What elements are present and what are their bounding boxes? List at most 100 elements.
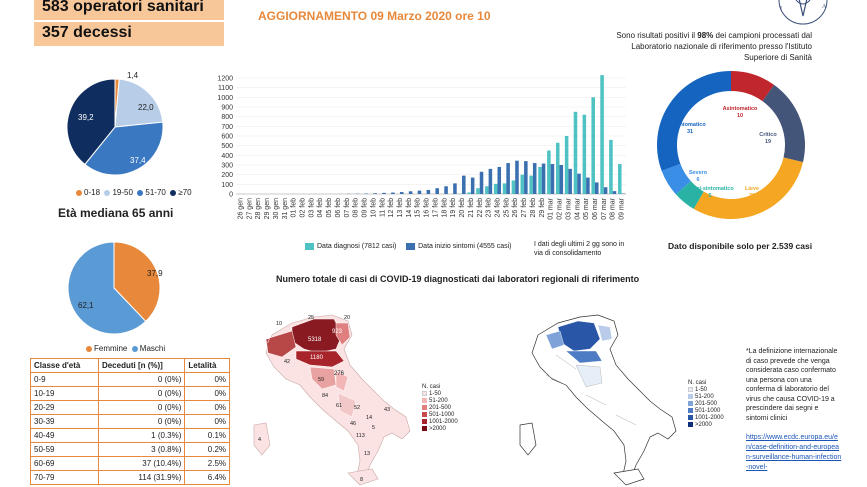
bar-onset-20 — [417, 190, 422, 194]
bar-onset-42 — [612, 191, 617, 194]
table-cell: 1 (0.3%) — [97, 428, 186, 443]
donut-value: 19 — [765, 139, 771, 145]
iss-logo: I A — [768, 0, 838, 28]
italy-cases-map-blue — [519, 314, 677, 486]
x-tick-label: 19 feb — [450, 198, 457, 218]
map-value-puglia: 43 — [384, 407, 390, 413]
sex-pie-slices — [67, 241, 161, 335]
bar-onset-15 — [373, 193, 377, 194]
legend-female: Femmine — [86, 344, 127, 353]
map-value-sardegna: 4 — [258, 437, 261, 443]
intro-percentage: 98% — [697, 31, 714, 40]
donut-segment-lieve — [693, 157, 803, 219]
map-value-basilicata: 5 — [372, 425, 375, 431]
x-tick-label: 17 feb — [432, 198, 439, 218]
x-tick-label: 06 feb — [335, 198, 342, 218]
x-tick-label: 07 feb — [344, 198, 351, 218]
intro-text-end: dei campioni processati dal Laboratorio … — [631, 31, 812, 62]
x-tick-label: 08 mar — [610, 197, 617, 219]
bar-onset-30 — [506, 163, 510, 194]
bar-diagnosis-28 — [485, 186, 489, 194]
x-tick-label: 13 feb — [397, 198, 404, 218]
pie-slice-51-70 — [84, 121, 164, 176]
bar-diagnosis-29 — [493, 183, 498, 194]
table-header-row: Classe d'età Deceduti [n (%)] Letalità — [30, 358, 230, 373]
map-value-vda: 10 — [276, 321, 282, 327]
map-legend-title: N. casi — [422, 384, 441, 390]
x-tick-label: 20 feb — [459, 198, 466, 218]
donut-label: Sintomatico — [674, 122, 706, 128]
table-cell: 0% — [184, 386, 230, 401]
ecdc-link[interactable]: https://www.ecdc.europa.eu/en/case-defin… — [746, 434, 842, 471]
map-value-molise: 14 — [366, 415, 372, 421]
x-tick-label: 03 mar — [565, 197, 572, 219]
bar-diagnosis-37 — [564, 136, 569, 194]
bar-diagnosis-39 — [582, 114, 587, 194]
donut-label: Critico — [759, 132, 777, 138]
x-tick-label: 01 mar — [548, 197, 555, 219]
bar-diagnosis-42 — [609, 139, 613, 194]
x-tick-label: 29 gen — [264, 198, 271, 220]
table-cell: 0% — [184, 372, 230, 387]
legend-male: Maschi — [131, 344, 165, 353]
map-legend-item: 1001-2000 — [688, 415, 724, 422]
x-tick-label: 15 feb — [415, 198, 422, 218]
donut-label: Pauci-sintomatico — [686, 186, 734, 192]
bar-diagnosis-40 — [591, 97, 595, 194]
table-header: Deceduti [n (%)] — [97, 358, 186, 373]
intro-text: Sono risultati positivi il — [616, 31, 698, 40]
x-tick-label: 27 feb — [521, 198, 528, 218]
table-cell: 50-59 — [30, 442, 99, 457]
consolidation-note: I dati degli ultimi 2 gg sono in via di … — [534, 241, 625, 257]
bar-diagnosis-27 — [476, 188, 480, 194]
y-tick-label: 400 — [221, 153, 233, 160]
x-tick-label: 03 feb — [308, 198, 315, 218]
x-tick-label: 29 feb — [539, 198, 546, 218]
table-cell: 20-29 — [30, 400, 99, 415]
map-value-piemonte: 257 — [260, 339, 271, 345]
median-age: Età mediana 65 anni — [58, 206, 174, 220]
bar-onset-29 — [497, 166, 502, 194]
positive-samples-intro: Sono risultati positivi il 98% dei campi… — [606, 30, 812, 63]
bar-onset-31 — [515, 160, 519, 194]
bar-diagnosis-43 — [618, 164, 622, 194]
donut-value: 30 — [749, 193, 755, 199]
x-tick-label: 22 feb — [477, 198, 484, 218]
bar-onset-39 — [586, 177, 590, 194]
x-tick-label: 04 mar — [574, 197, 581, 219]
table-row: 10-19 0 (0%) 0% — [30, 386, 230, 401]
bar-onset-37 — [568, 168, 572, 194]
map-legend-item: 201-500 — [422, 405, 458, 412]
map-legend-item: >2000 — [422, 426, 458, 433]
map-legend-item: >2000 — [688, 422, 724, 429]
y-tick-label: 800 — [221, 114, 233, 121]
x-tick-label: 27 gen — [246, 198, 253, 220]
bar-onset-27 — [479, 171, 484, 194]
table-cell: 0 (0%) — [97, 400, 186, 415]
donut-label: Asintomatico — [723, 106, 758, 112]
donut-label: Severo — [689, 170, 708, 176]
map-value-lombardia: 5318 — [308, 337, 322, 343]
x-tick-label: 26 feb — [512, 198, 519, 218]
x-tick-label: 30 gen — [273, 198, 280, 220]
map-legend-item: 501-1000 — [688, 408, 724, 415]
y-tick-label: 300 — [221, 163, 233, 170]
x-tick-label: 09 feb — [362, 198, 369, 218]
x-tick-label: 12 feb — [388, 198, 395, 218]
table-row: 0-9 0 (0%) 0% — [30, 372, 230, 387]
age-pie-slices — [66, 78, 164, 176]
x-tick-label: 04 feb — [317, 198, 324, 218]
operators-count: 583 operatori sanitari — [34, 0, 224, 20]
bar-onset-16 — [382, 192, 386, 194]
legend-diagnosis-date: Data diagnosi (7812 casi) — [305, 243, 396, 250]
table-cell: 70-79 — [30, 470, 99, 485]
x-tick-label: 28 feb — [530, 198, 537, 218]
table-cell: 0 (0%) — [97, 414, 186, 429]
map-value-friuli: 20 — [344, 315, 350, 321]
table-cell: 10-19 — [30, 386, 99, 401]
map-section-title: Numero totale di casi di COVID-19 diagno… — [276, 274, 640, 284]
donut-value: 5 — [708, 193, 711, 199]
x-tick-label: 02 mar — [557, 197, 564, 219]
table-cell: 30-39 — [30, 414, 99, 429]
map-value-liguria: 42 — [284, 359, 290, 365]
